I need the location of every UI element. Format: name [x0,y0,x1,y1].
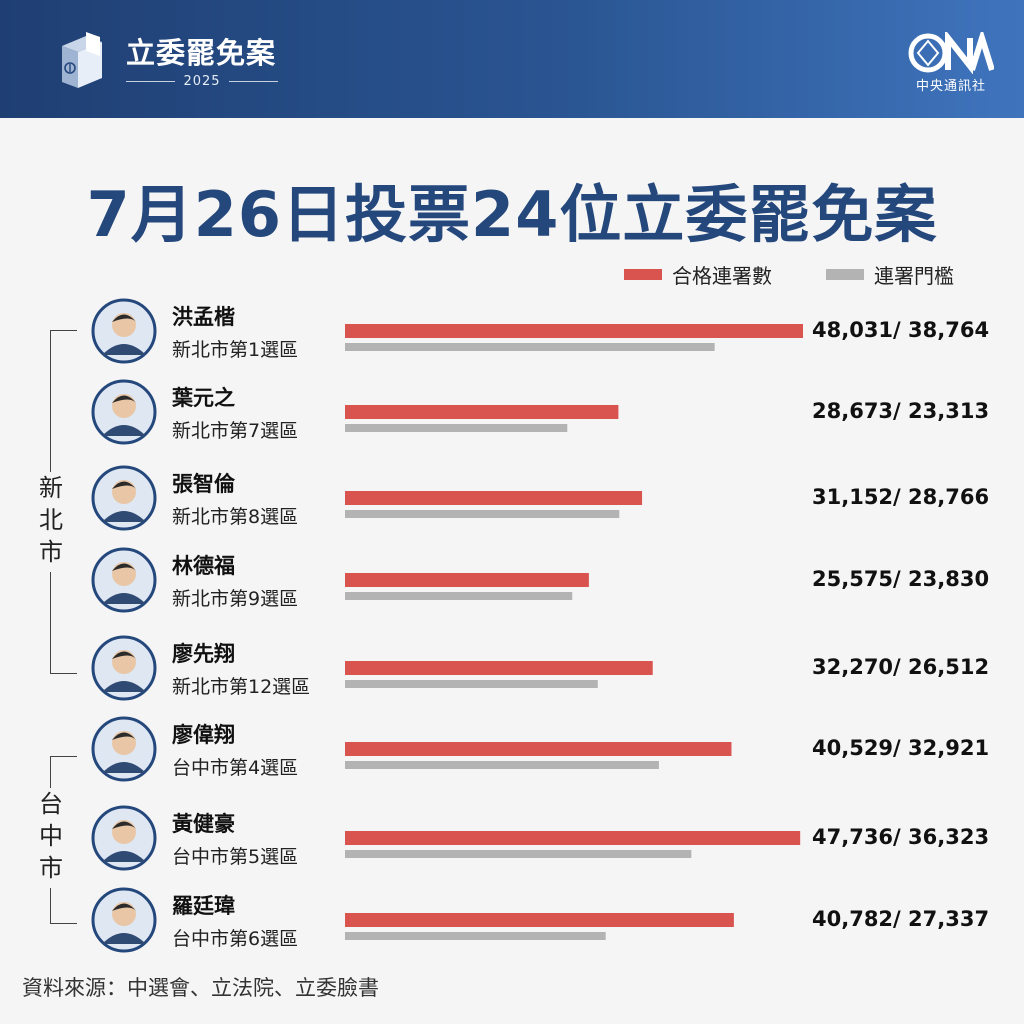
bar-signatures [345,573,589,587]
region-char: 新 [39,474,63,502]
data-source: 資料來源：中選會、立法院、立委臉書 [22,976,379,1000]
avatar-icon [91,298,157,364]
brand-title: 立委罷免案 [126,36,277,70]
avatar-icon [91,465,157,531]
brand-year: 2025 [183,73,221,89]
value-label: 48,031/ 38,764 [812,318,990,342]
avatar-icon [91,379,157,445]
legend-swatch-threshold [826,268,864,280]
value-label: 31,152/ 28,766 [812,485,990,509]
district-label: 新北市第8選區 [172,506,299,528]
legislator-name: 廖先翔 [172,642,235,666]
bar-signatures [345,405,619,419]
legend-item-threshold: 連署門檻 [826,262,954,288]
legislator-name: 黃健豪 [172,812,235,836]
district-label: 新北市第12選區 [172,676,311,698]
bar-signatures [345,913,734,927]
ballot-box-icon [62,32,102,88]
bar-threshold [345,424,568,432]
bar-threshold [345,850,692,858]
bar-signatures [345,831,801,845]
legislator-name: 林德福 [172,554,235,578]
bar-signatures [345,324,803,338]
avatar-icon [91,887,157,953]
district-label: 新北市第7選區 [172,420,299,442]
publisher-name: 中央通訊社 [915,79,986,94]
legislator-name: 張智倫 [172,472,235,496]
legislator-name: 廖偉翔 [172,723,235,747]
header-banner: 立委罷免案 2025 中央通訊社 [0,0,1024,118]
region-char: 台 [39,790,63,818]
district-label: 台中市第5選區 [172,846,299,868]
region-char: 中 [39,822,63,850]
bar-signatures [345,661,653,675]
value-label: 40,529/ 32,921 [812,736,990,760]
value-label: 40,782/ 27,337 [812,907,990,931]
bar-threshold [345,343,715,351]
value-label: 25,575/ 23,830 [812,567,990,591]
region-char: 北 [39,506,63,534]
value-label: 28,673/ 23,313 [812,399,990,423]
bar-signatures [345,742,732,756]
legislator-name: 葉元之 [172,386,235,410]
chart-title: 7月26日投票24位立委罷免案 [86,178,938,251]
legend-label-threshold: 連署門檻 [874,263,954,288]
value-label: 47,736/ 36,323 [812,825,990,849]
bar-threshold [345,510,620,518]
legislator-name: 洪孟楷 [172,305,235,329]
region-char: 市 [39,538,63,566]
bar-threshold [345,932,606,940]
value-label: 32,270/ 26,512 [812,655,990,679]
legend-label-signatures: 合格連署數 [672,263,772,288]
bar-signatures [345,491,643,505]
region-label-new-taipei: 新 北 市 [36,472,66,572]
legend-item-signatures: 合格連署數 [624,262,772,288]
avatar-icon [91,547,157,613]
avatar-icon [91,805,157,871]
district-label: 台中市第6選區 [172,928,299,950]
legend-swatch-signatures [624,268,662,280]
avatar-icon [91,716,157,782]
cna-logo-icon [908,32,994,74]
district-label: 台中市第4選區 [172,757,299,779]
region-char: 市 [39,854,63,882]
bar-threshold [345,761,659,769]
district-label: 新北市第9選區 [172,588,299,610]
bar-threshold [345,680,598,688]
region-label-taichung: 台 中 市 [36,788,66,888]
bar-threshold [345,592,573,600]
legislator-name: 羅廷瑋 [172,894,235,918]
district-label: 新北市第1選區 [172,339,299,361]
avatar-icon [91,635,157,701]
brand-year-row: 2025 [126,72,278,90]
